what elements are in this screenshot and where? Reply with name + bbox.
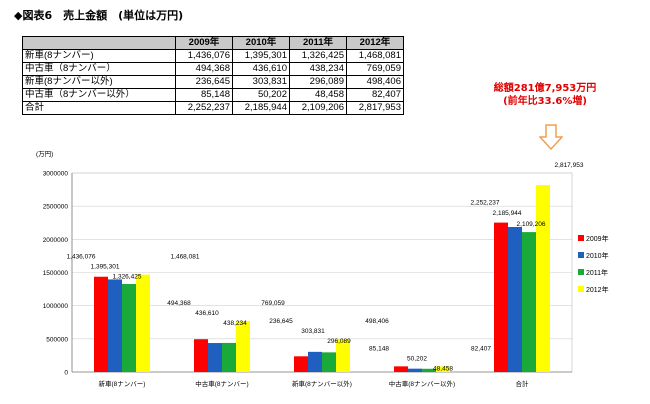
legend-swatch	[578, 286, 584, 292]
y-tick-label: 500000	[46, 336, 68, 343]
bar	[422, 368, 436, 372]
legend-swatch	[578, 235, 584, 241]
bar	[94, 276, 108, 372]
bar	[394, 366, 408, 372]
sales-table: 2009年 2010年 2011年 2012年 新車(8ナンバー) 1,436,…	[22, 36, 404, 115]
bar	[122, 284, 136, 372]
y-axis-label: (万円)	[36, 150, 53, 158]
data-label: 1,468,081	[171, 254, 200, 261]
annotation-total: 総額281億7,953万円	[493, 83, 597, 94]
bar	[508, 226, 522, 372]
table-header-cell	[22, 36, 176, 50]
data-label: 85,148	[369, 345, 389, 352]
data-label: 2,252,237	[471, 200, 500, 207]
x-tick-label: 新車(8ナンバー以外)	[292, 379, 352, 388]
bar	[522, 232, 536, 372]
table-row: 中古車（8ナンバー以外） 85,148 50,202 48,458 82,407	[22, 88, 404, 102]
data-label: 2,817,953	[555, 162, 584, 169]
y-tick-label: 2500000	[43, 204, 69, 211]
bar	[208, 343, 222, 372]
bar	[408, 368, 422, 372]
legend-label: 2012年	[586, 285, 609, 294]
y-tick-label: 1000000	[43, 303, 69, 310]
bar	[222, 342, 236, 372]
total-annotation: 総額281億7,953万円 (前年比33.6%増)	[470, 82, 620, 108]
data-label: 1,436,076	[67, 254, 96, 261]
bar	[536, 185, 550, 372]
data-label: 494,368	[167, 300, 191, 307]
x-tick-label: 合計	[516, 379, 530, 388]
data-label: 2,185,944	[493, 210, 522, 217]
data-label: 236,645	[269, 318, 293, 325]
bar	[308, 351, 322, 372]
bar	[194, 339, 208, 372]
x-tick-label: 中古車(8ナンバー)	[195, 379, 248, 388]
data-label: 438,234	[223, 320, 247, 327]
table-cell: 2,252,237	[175, 101, 233, 115]
table-header-row: 2009年 2010年 2011年 2012年	[22, 36, 404, 50]
data-label: 436,610	[195, 310, 219, 317]
legend-swatch	[578, 252, 584, 258]
x-tick-label: 中古車(8ナンバー以外)	[389, 379, 455, 388]
bar	[236, 320, 250, 372]
arrow-down-icon	[539, 124, 563, 150]
bar	[294, 356, 308, 372]
y-tick-label: 1500000	[43, 270, 69, 277]
table-row: 合計 2,252,237 2,185,944 2,109,206 2,817,9…	[22, 101, 404, 115]
table-header-cell: 2011年	[289, 36, 347, 50]
annotation-growth: (前年比33.6%増)	[503, 96, 587, 107]
data-label: 48,458	[433, 365, 453, 372]
bar	[322, 352, 336, 372]
data-label: 498,406	[365, 318, 389, 325]
bar	[136, 274, 150, 372]
bar	[436, 366, 450, 372]
x-tick-label: 新車(8ナンバー)	[99, 379, 146, 388]
bar	[336, 338, 350, 372]
bar	[108, 279, 122, 372]
data-label: 1,395,301	[91, 264, 120, 271]
table-cell: 2,817,953	[346, 101, 404, 115]
legend-label: 2011年	[586, 268, 608, 277]
legend-label: 2009年	[586, 234, 609, 243]
data-label: 303,831	[301, 328, 325, 335]
data-label: 50,202	[407, 355, 427, 362]
table-cell: 2,109,206	[289, 101, 347, 115]
legend-label: 2010年	[586, 251, 609, 260]
y-tick-label: 2000000	[43, 237, 69, 244]
y-tick-label: 0	[64, 370, 68, 377]
y-tick-label: 3000000	[43, 171, 69, 178]
data-label: 1,326,425	[113, 274, 142, 281]
data-label: 2,109,206	[517, 221, 546, 228]
table-header-cell: 2012年	[346, 36, 404, 50]
figure-title: ◆図表6 売上金額 (単位は万円)	[14, 9, 184, 22]
bar	[494, 222, 508, 372]
data-label: 769,059	[261, 300, 285, 307]
legend-swatch	[578, 269, 584, 275]
data-label: 296,089	[327, 338, 351, 345]
data-label: 82,407	[471, 345, 491, 352]
